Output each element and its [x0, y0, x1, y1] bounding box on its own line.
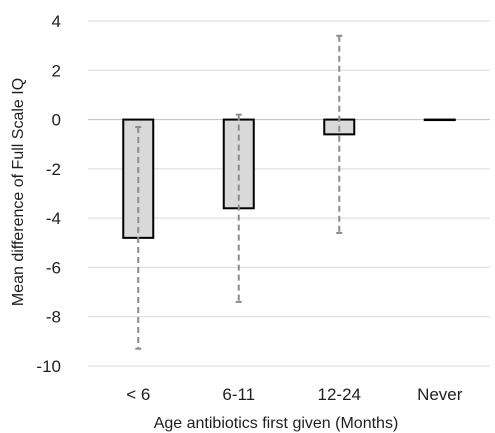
x-tick-label: 12-24: [318, 385, 361, 404]
x-tick-label: < 6: [126, 385, 150, 404]
x-tick-label: Never: [417, 385, 463, 404]
y-tick-label: -8: [46, 308, 61, 327]
y-tick-label: 0: [52, 111, 61, 130]
y-axis-label: Mean difference of Full Scale IQ: [10, 78, 27, 306]
bar-3: [423, 118, 456, 122]
x-tick-label: 6-11: [222, 385, 255, 404]
y-tick-label: -10: [36, 357, 61, 376]
gridlines: [88, 20, 490, 367]
y-tick-label: 4: [52, 12, 61, 31]
error-bars: [135, 34, 343, 350]
bars: [122, 118, 456, 239]
y-tick-label: 2: [52, 61, 61, 80]
y-tick-label: -6: [46, 258, 61, 277]
y-tick-label: -2: [46, 160, 61, 179]
y-tick-label: -4: [46, 209, 61, 228]
y-axis-tick-labels: 4 2 0 -2 -4 -6 -8 -10: [36, 12, 61, 376]
x-axis-tick-labels: < 6 6-11 12-24 Never: [126, 385, 463, 404]
x-axis-label: Age antibiotics first given (Months): [154, 415, 399, 432]
